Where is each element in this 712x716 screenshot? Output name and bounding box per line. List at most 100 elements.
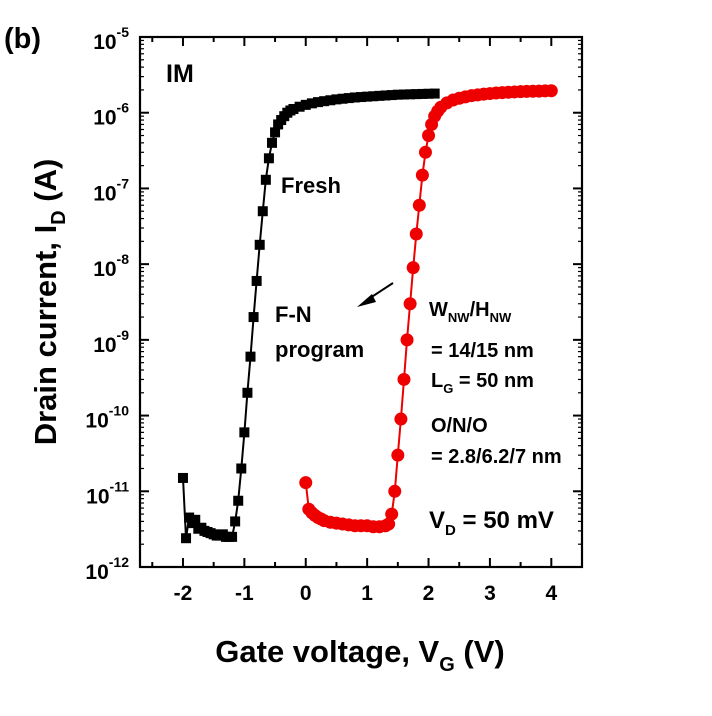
data-point: [417, 88, 428, 99]
y-tick-label: 10-7: [93, 175, 129, 205]
data-point: [418, 145, 432, 159]
y-tick-exponent: -5: [117, 24, 130, 40]
y-tick-exponent: -11: [110, 478, 130, 494]
data-point: [411, 89, 422, 100]
y-tick-label: 10-12: [85, 554, 129, 584]
data-point: [337, 93, 348, 104]
data-point: [270, 127, 281, 138]
y-tick-label: 10-11: [86, 478, 129, 508]
ono-line2: = 2.8/6.2/7 nm: [431, 446, 562, 468]
dims-w-sub: NW: [448, 310, 470, 325]
data-point: [382, 517, 396, 531]
plot-frame: [138, 35, 584, 569]
y-axis-title-tail: (A): [28, 159, 63, 211]
data-point: [313, 97, 324, 108]
data-point: [263, 153, 274, 164]
data-point: [257, 206, 268, 217]
y-tick-exponent: -6: [117, 100, 130, 116]
dims-label: WNW/HNW: [429, 299, 512, 325]
data-point: [405, 89, 416, 100]
lg-label: LG = 50 nm: [431, 370, 534, 396]
y-tick-base: 10: [93, 107, 116, 130]
vd-label: VD = 50 mV: [429, 507, 554, 539]
data-point: [391, 448, 405, 462]
data-point: [181, 533, 192, 544]
data-point: [299, 476, 313, 490]
data-point: [422, 129, 436, 143]
program-label-line2: program: [275, 337, 364, 362]
data-point: [319, 96, 330, 107]
data-point: [349, 92, 360, 103]
data-point: [190, 514, 201, 525]
data-point: [380, 90, 391, 101]
data-point: [368, 91, 379, 102]
x-tick-label: 2: [423, 582, 435, 605]
data-point: [403, 297, 417, 311]
data-point: [239, 427, 250, 438]
data-point: [260, 174, 271, 185]
vd-sub: D: [445, 522, 456, 539]
dims-w: W: [429, 299, 448, 321]
dims-h: H: [475, 299, 489, 321]
data-point: [266, 137, 277, 148]
data-point: [325, 95, 336, 106]
data-point: [236, 463, 247, 474]
data-point: [230, 516, 241, 527]
y-tick-label: 10-5: [93, 24, 129, 54]
data-point: [429, 88, 440, 99]
data-point: [248, 312, 259, 323]
data-point: [227, 531, 238, 542]
shift-arrow: [357, 282, 394, 307]
x-tick-label: 4: [545, 582, 557, 605]
y-tick-base: 10: [86, 485, 109, 508]
data-point: [412, 198, 426, 212]
data-point: [300, 99, 311, 110]
data-point: [385, 507, 399, 521]
y-tick-label: 10-9: [93, 327, 129, 357]
dims-slash: /: [470, 299, 476, 321]
data-point: [233, 495, 244, 506]
series-fresh: [177, 88, 440, 544]
y-tick-label: 10-8: [93, 251, 129, 281]
data-point: [400, 333, 414, 347]
y-tick-exponent: -9: [117, 327, 130, 343]
data-point: [245, 351, 256, 362]
data-point: [423, 88, 434, 99]
data-point: [356, 92, 366, 103]
x-tick-label: -2: [174, 582, 193, 605]
y-axis-title: Drain current, ID (A): [28, 159, 70, 446]
data-point: [394, 412, 408, 426]
y-tick-exponent: -12: [109, 554, 129, 570]
data-point: [294, 101, 305, 112]
lg-main: L: [431, 370, 443, 392]
data-point: [242, 387, 253, 398]
y-tick-exponent: -10: [109, 403, 129, 419]
fresh-label: Fresh: [281, 173, 341, 198]
y-axis-title-main: Drain current, I: [28, 225, 63, 446]
series-f-n-program: [299, 84, 558, 534]
x-axis-title: Gate voltage, VG (V): [215, 634, 504, 676]
y-tick-base: 10: [85, 561, 108, 584]
panel-label: (b): [4, 23, 41, 55]
y-tick-base: 10: [93, 31, 116, 54]
data-point: [306, 98, 317, 109]
vd-value: = 50 mV: [456, 507, 554, 534]
dims-value: = 14/15 nm: [431, 340, 534, 362]
data-point: [406, 261, 420, 275]
data-point: [177, 472, 188, 483]
data-point: [388, 484, 402, 498]
ono-line1: O/N/O: [431, 415, 488, 437]
y-tick-label: 10-6: [93, 100, 129, 130]
data-point: [288, 103, 299, 114]
x-tick-label: 1: [361, 582, 373, 605]
y-tick-base: 10: [93, 182, 116, 205]
data-point: [397, 372, 411, 386]
x-axis-title-main: Gate voltage, V: [215, 634, 439, 669]
data-point: [343, 93, 354, 104]
lg-value: = 50 nm: [453, 370, 534, 392]
y-tick-exponent: -8: [117, 251, 130, 267]
y-axis-title-sub: D: [48, 210, 70, 224]
data-point: [362, 91, 373, 102]
data-point: [251, 275, 262, 286]
